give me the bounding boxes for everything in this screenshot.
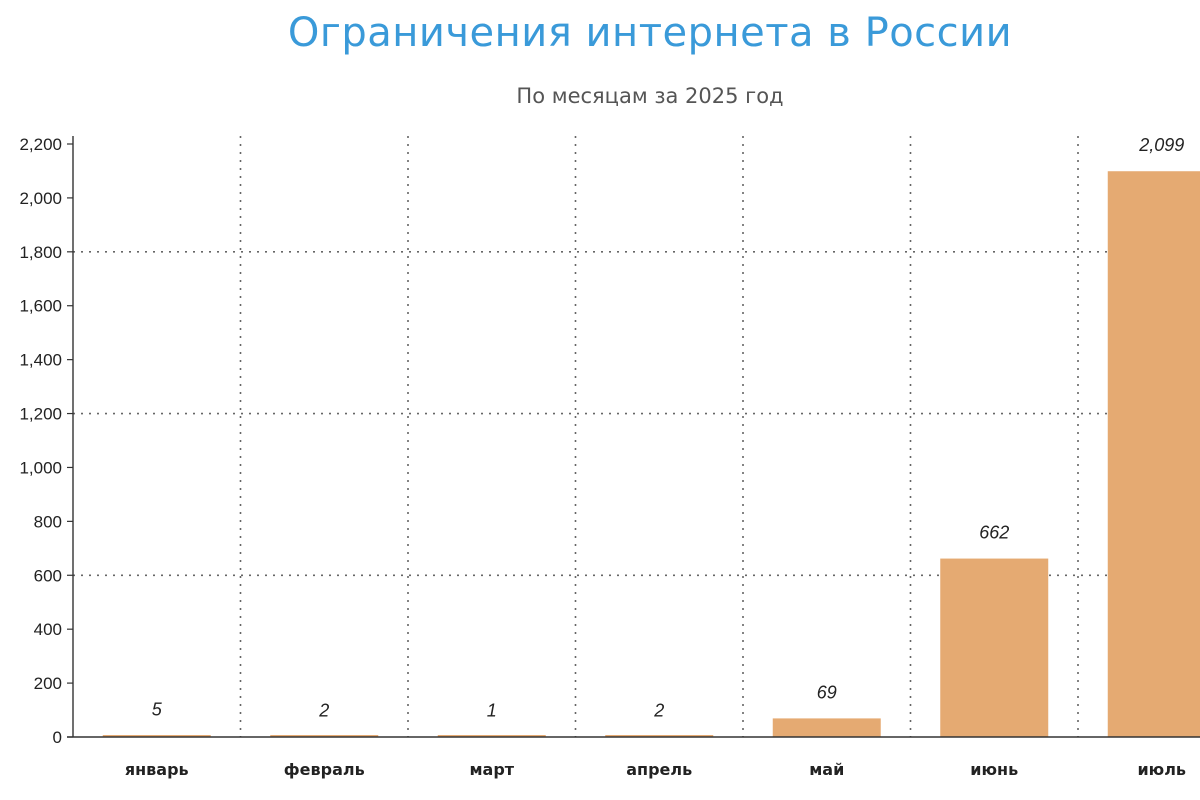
chart-subtitle: По месяцам за 2025 год — [516, 84, 784, 108]
bar-layer — [102, 171, 1200, 737]
chart-title: Ограничения интернета в России — [287, 10, 1013, 56]
data-label: 2 — [318, 700, 329, 720]
y-tick-label: 1,600 — [19, 297, 62, 316]
x-tick-label: июнь — [970, 760, 1018, 779]
bar-1 — [270, 735, 379, 737]
x-tick-label: июль — [1137, 760, 1186, 779]
x-tick-label: март — [469, 760, 514, 779]
data-label: 1 — [487, 701, 497, 721]
x-tick-label: февраль — [284, 760, 365, 779]
x-tick-label: май — [809, 760, 844, 779]
data-label: 2,099 — [1138, 135, 1184, 155]
y-tick-label: 1,800 — [19, 243, 62, 262]
y-tick-label: 200 — [34, 674, 62, 693]
data-label: 5 — [152, 700, 163, 720]
y-tick-label: 1,400 — [19, 351, 62, 370]
data-label: 69 — [817, 682, 837, 702]
bar-5 — [940, 558, 1049, 737]
axis-layer — [67, 136, 1200, 738]
y-tick-label: 800 — [34, 512, 62, 531]
y-tick-label: 1,000 — [19, 458, 62, 477]
x-tick-label: январь — [125, 760, 189, 779]
y-tick-label: 600 — [34, 566, 62, 585]
y-tick-label: 1,200 — [19, 405, 62, 424]
y-tick-label: 0 — [53, 728, 62, 747]
y-tick-label: 2,200 — [19, 135, 62, 154]
x-tick-label: апрель — [626, 760, 692, 779]
y-tick-label: 2,000 — [19, 189, 62, 208]
data-label: 662 — [979, 523, 1009, 543]
bar-0 — [102, 735, 211, 737]
label-layer: 0 200 400 600 800 1,000 1,200 1,400 1,600 1,800 2,… — [19, 135, 1186, 779]
bar-6 — [1107, 171, 1200, 737]
y-tick-label: 400 — [34, 620, 62, 639]
data-label: 2 — [653, 700, 664, 720]
bar-4 — [772, 718, 881, 737]
bar-3 — [605, 735, 714, 737]
bar-2 — [437, 735, 546, 737]
